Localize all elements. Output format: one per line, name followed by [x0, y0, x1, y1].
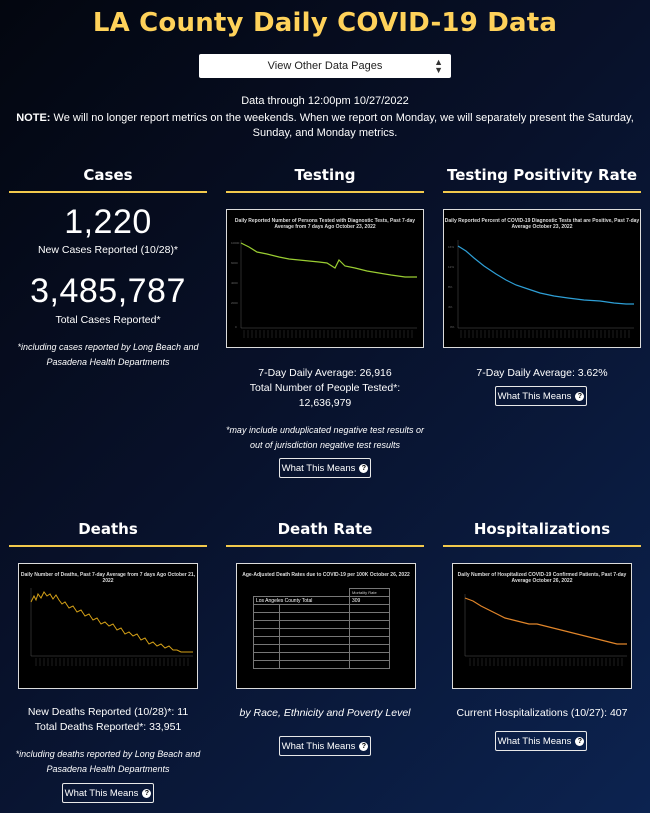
deaths-title: Deaths — [78, 520, 138, 538]
question-circle-icon: ? — [575, 736, 585, 746]
cases-divider — [9, 191, 207, 193]
new-cases-value: 1,220 — [64, 203, 152, 241]
positivity-chart-plot: 16% 12% 8% 4% 0% — [448, 240, 634, 338]
death-rate-caption: by Race, Ethnicity and Poverty Level — [239, 707, 411, 719]
testing-footnote: *may include unduplicated negative test … — [225, 425, 425, 450]
svg-text:4%: 4% — [448, 305, 453, 309]
positivity-what-this-means-button[interactable]: What This Means ? — [495, 386, 587, 406]
positivity-chart[interactable]: Daily Reported Percent of COVID-19 Diagn… — [443, 209, 641, 348]
cases-title: Cases — [83, 166, 133, 184]
question-circle-icon: ? — [359, 463, 369, 473]
deaths-footnote: *including deaths reported by Long Beach… — [15, 749, 201, 774]
hospitalizations-chart-plot — [464, 594, 627, 666]
question-circle-icon: ? — [575, 391, 585, 401]
death-rate-what-this-means-button[interactable]: What This Means ? — [279, 736, 371, 756]
button-label: What This Means — [497, 735, 572, 747]
death-rate-table: Mortality Rate Los Angeles County Total 3… — [253, 588, 390, 669]
select-caret-icon: ▲ ▼ — [434, 57, 443, 75]
page-title: LA County Daily COVID-19 Data — [92, 8, 558, 38]
hospitalizations-divider — [443, 545, 641, 547]
testing-total-label: Total Number of People Tested*: — [249, 382, 401, 394]
data-pages-select[interactable]: View Other Data Pages ▲ ▼ — [199, 54, 451, 78]
note-label: NOTE: — [16, 112, 51, 124]
testing-daily-average: 7-Day Daily Average: 26,916 — [258, 367, 392, 379]
deaths-what-this-means-button[interactable]: What This Means ? — [62, 783, 154, 803]
death-rate-divider — [226, 545, 424, 547]
svg-text:16%: 16% — [448, 245, 454, 249]
testing-chart[interactable]: Daily Reported Number of Persons Tested … — [226, 209, 424, 348]
svg-text:4000: 4000 — [231, 281, 238, 285]
deaths-chart-title: Daily Number of Deaths, Past 7-day Avera… — [20, 572, 196, 584]
deaths-chart-plot — [30, 588, 193, 666]
svg-text:10000: 10000 — [231, 241, 240, 245]
button-label: What This Means — [281, 740, 356, 752]
total-deaths-text: Total Deaths Reported*: 33,951 — [34, 721, 182, 733]
svg-text:0: 0 — [235, 325, 237, 329]
testing-title: Testing — [294, 166, 356, 184]
question-circle-icon: ? — [142, 788, 152, 798]
data-pages-select-value: View Other Data Pages — [267, 60, 383, 72]
button-label: What This Means — [497, 390, 572, 402]
svg-text:0%: 0% — [450, 325, 455, 329]
county-total-value: 309 — [349, 596, 390, 605]
death-rate-chart[interactable]: Age-Adjusted Death Rates due to COVID-19… — [236, 563, 416, 689]
hospitalizations-chart[interactable]: Daily Number of Hospitalized COVID-19 Co… — [452, 563, 632, 689]
weekend-note: NOTE: We will no longer report metrics o… — [10, 111, 640, 141]
testing-chart-plot: 10000 6000 4000 2000 0 — [231, 240, 417, 338]
testing-chart-title: Daily Reported Number of Persons Tested … — [234, 218, 416, 230]
hospitalizations-title: Hospitalizations — [473, 520, 611, 538]
testing-what-this-means-button[interactable]: What This Means ? — [279, 458, 371, 478]
current-hospitalizations-text: Current Hospitalizations (10/27): 407 — [456, 707, 628, 719]
svg-text:6000: 6000 — [231, 261, 238, 265]
county-total-label: Los Angeles County Total — [253, 596, 350, 605]
hospitalizations-chart-title: Daily Number of Hospitalized COVID-19 Co… — [457, 572, 627, 584]
new-deaths-text: New Deaths Reported (10/28)*: 11 — [27, 706, 189, 718]
death-rate-chart-title: Age-Adjusted Death Rates due to COVID-19… — [242, 572, 410, 578]
deaths-chart[interactable]: Daily Number of Deaths, Past 7-day Avera… — [18, 563, 198, 689]
svg-text:2000: 2000 — [231, 301, 238, 305]
question-circle-icon: ? — [359, 741, 369, 751]
svg-text:8%: 8% — [448, 285, 453, 289]
testing-divider — [226, 191, 424, 193]
positivity-divider — [443, 191, 641, 193]
testing-total-value: 12,636,979 — [298, 397, 352, 409]
total-cases-label: Total Cases Reported* — [55, 314, 161, 326]
button-label: What This Means — [281, 462, 356, 474]
total-cases-value: 3,485,787 — [30, 272, 186, 310]
positivity-chart-title: Daily Reported Percent of COVID-19 Diagn… — [444, 218, 640, 230]
new-cases-label: New Cases Reported (10/28)* — [37, 244, 179, 256]
death-rate-table-header: Mortality Rate — [349, 588, 390, 597]
positivity-daily-average: 7-Day Daily Average: 3.62% — [476, 367, 608, 379]
button-label: What This Means — [64, 787, 139, 799]
positivity-title: Testing Positivity Rate — [446, 166, 638, 184]
data-through-text: Data through 12:00pm 10/27/2022 — [241, 95, 409, 107]
note-text: We will no longer report metrics on the … — [50, 112, 634, 139]
svg-text:12%: 12% — [448, 265, 454, 269]
deaths-divider — [9, 545, 207, 547]
cases-footnote: *including cases reported by Long Beach … — [17, 342, 199, 367]
death-rate-table-wrap: Mortality Rate Los Angeles County Total 3… — [253, 588, 390, 669]
hospitalizations-what-this-means-button[interactable]: What This Means ? — [495, 731, 587, 751]
death-rate-title: Death Rate — [277, 520, 373, 538]
